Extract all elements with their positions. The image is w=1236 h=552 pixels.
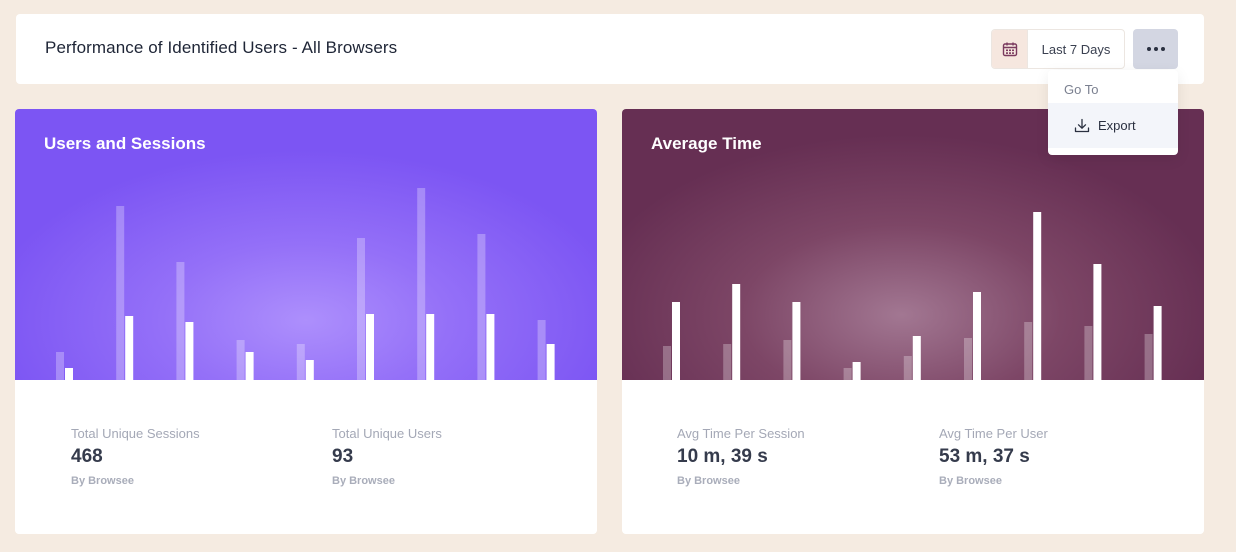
- chart-bar: [296, 344, 305, 380]
- calendar-icon[interactable]: [992, 30, 1028, 68]
- chart-bar: [357, 238, 365, 380]
- chart-bar: [185, 322, 194, 380]
- chart-bar: [486, 314, 495, 380]
- chart-bar: [852, 362, 861, 380]
- chart-bar: [1084, 326, 1093, 380]
- menu-heading: Go To: [1064, 82, 1099, 97]
- card-title: Average Time: [651, 134, 762, 153]
- chart-bar: [912, 336, 921, 380]
- chart-bar: [65, 368, 73, 380]
- chart-bar: [1033, 212, 1042, 380]
- download-icon: [1074, 118, 1090, 132]
- export-label: Export: [1098, 118, 1136, 133]
- chart-bar: [116, 206, 125, 380]
- users-sessions-stats: Total Unique Sessions 468 By Browsee Tot…: [15, 380, 597, 534]
- stat-value: 10 m, 39 s: [677, 446, 768, 467]
- stat-value: 468: [71, 446, 103, 467]
- chart-bar: [125, 316, 134, 380]
- chart-bar: [236, 340, 245, 380]
- chart-bar: [903, 356, 912, 380]
- more-options-menu: Go To Export: [1048, 70, 1178, 155]
- stat-value: 93: [332, 446, 354, 467]
- stat-avg-time-per-user: Avg Time Per User 53 m, 37 s By Browsee: [939, 426, 1048, 487]
- chart-bar: [663, 346, 671, 380]
- average-time-chart: [663, 212, 1162, 380]
- header-panel: Performance of Identified Users - All Br…: [16, 14, 1204, 84]
- chart-bar: [783, 340, 792, 380]
- chart-bar: [1153, 306, 1162, 380]
- chart-bar: [732, 284, 741, 380]
- chart-bar: [245, 352, 254, 380]
- stat-value: 53 m, 37 s: [939, 446, 1030, 467]
- stat-source: By Browsee: [677, 475, 740, 487]
- chart-bar: [366, 314, 374, 380]
- stat-label: Avg Time Per Session: [677, 426, 805, 441]
- stat-avg-time-per-session: Avg Time Per Session 10 m, 39 s By Brows…: [677, 426, 805, 487]
- more-horizontal-icon: [1146, 47, 1165, 51]
- stat-total-unique-users: Total Unique Users 93 By Browsee: [332, 426, 442, 487]
- chart-bar: [305, 360, 314, 380]
- chart-bar: [56, 352, 64, 380]
- chart-bar: [843, 368, 852, 380]
- chart-bar: [546, 344, 555, 380]
- chart-bar: [964, 338, 972, 380]
- users-sessions-chart-area: Users and Sessions: [15, 109, 597, 380]
- chart-bar: [973, 292, 981, 380]
- stat-source: By Browsee: [332, 475, 395, 487]
- chart-bar: [672, 302, 680, 380]
- chart-bar: [1024, 322, 1033, 380]
- stat-total-unique-sessions: Total Unique Sessions 468 By Browsee: [71, 426, 200, 487]
- chart-bar: [417, 188, 426, 380]
- users-sessions-chart: [56, 188, 555, 380]
- chart-bar: [723, 344, 732, 380]
- chart-bar: [537, 320, 546, 380]
- chart-bar: [176, 262, 185, 380]
- card-title: Users and Sessions: [44, 134, 206, 153]
- stat-label: Total Unique Users: [332, 426, 442, 441]
- users-sessions-card: Users and Sessions Total Unique Sessions…: [15, 109, 597, 534]
- stat-source: By Browsee: [71, 475, 134, 487]
- average-time-stats: Avg Time Per Session 10 m, 39 s By Brows…: [622, 380, 1204, 534]
- date-range-label[interactable]: Last 7 Days: [1041, 41, 1111, 57]
- chart-bar: [477, 234, 486, 380]
- stat-label: Total Unique Sessions: [71, 426, 200, 441]
- stat-label: Avg Time Per User: [939, 426, 1048, 441]
- chart-bar: [1144, 334, 1153, 380]
- chart-bar: [426, 314, 435, 380]
- date-range-picker[interactable]: Last 7 Days: [991, 29, 1125, 69]
- export-menu-item[interactable]: Export: [1048, 103, 1178, 148]
- more-options-button[interactable]: [1133, 29, 1178, 69]
- stat-source: By Browsee: [939, 475, 1002, 487]
- chart-bar: [1093, 264, 1102, 380]
- chart-bar: [792, 302, 801, 380]
- average-time-card: Average Time Avg Time Per Session 10 m, …: [622, 109, 1204, 534]
- page-title: Performance of Identified Users - All Br…: [45, 38, 398, 57]
